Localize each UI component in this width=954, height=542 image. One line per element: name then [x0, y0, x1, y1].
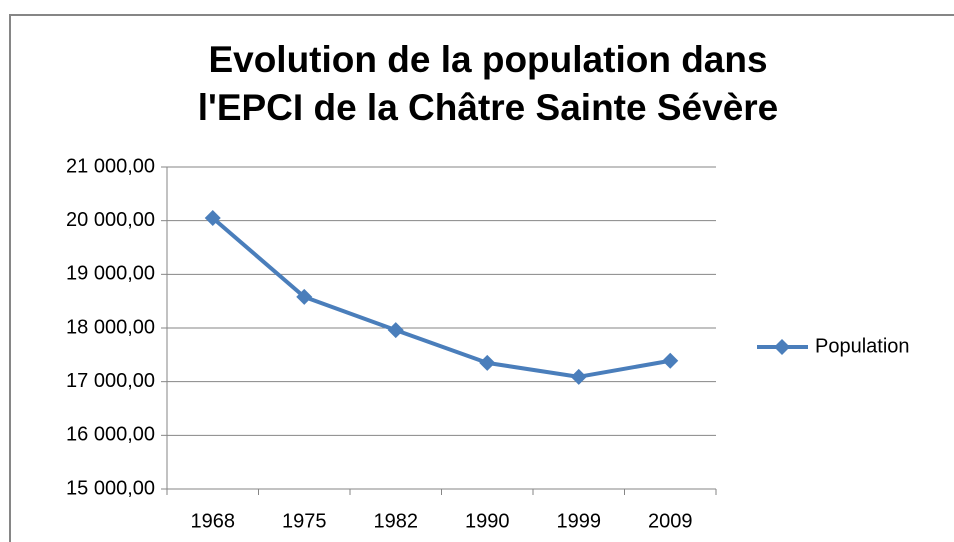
marker	[662, 352, 679, 369]
x-tick-label: 2009	[648, 510, 693, 532]
marker	[204, 209, 221, 226]
x-tick-label: 1999	[557, 510, 602, 532]
y-tick-label: 18 000,00	[66, 316, 155, 338]
y-tick-label: 19 000,00	[66, 263, 155, 285]
x-tick-label: 1982	[374, 510, 419, 532]
y-tick-label: 20 000,00	[66, 209, 155, 231]
y-tick-label: 17 000,00	[66, 370, 155, 392]
marker	[479, 354, 496, 371]
chart-title: l'EPCI de la Châtre Sainte Sévère	[198, 87, 779, 128]
marker	[296, 288, 313, 305]
x-tick-label: 1975	[282, 510, 327, 532]
y-tick-label: 15 000,00	[66, 477, 155, 499]
series-line	[211, 216, 671, 379]
marker	[387, 322, 404, 339]
y-tick-label: 16 000,00	[66, 424, 155, 446]
y-tick-label: 21 000,00	[66, 155, 155, 177]
marker	[570, 368, 587, 385]
legend-label: Population	[815, 335, 910, 357]
x-tick-label: 1968	[191, 510, 236, 532]
x-tick-label: 1990	[465, 510, 510, 532]
legend-marker	[774, 339, 790, 355]
chart-title: Evolution de la population dans	[208, 39, 767, 80]
